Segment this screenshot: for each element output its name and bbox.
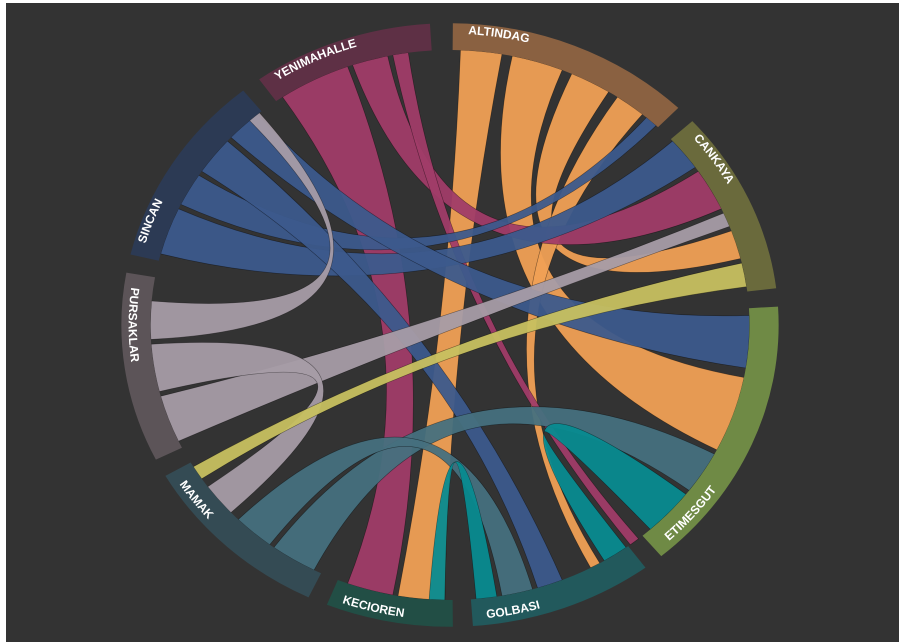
chord-diagram: ALTINDAGCANKAYAETIMESGUTGOLBASIKECIORENM… [121, 23, 779, 627]
chord-golbasi-etimesgut [543, 423, 687, 562]
chord-altindag-etimesgut [500, 55, 745, 451]
segment-sincan[interactable] [130, 90, 262, 261]
chord-ribbons [150, 49, 750, 601]
chord-sincan-cankaya [160, 140, 696, 277]
chord-mamak-etimesgut [273, 406, 715, 571]
chord-diagram-stage: ALTINDAG CANKAYA ETIMESGUT GOLBASI KECIOREN M… [6, 3, 899, 642]
segment-yenimahalle[interactable] [259, 23, 432, 102]
chord-yenimahalle-cankaya [352, 55, 722, 245]
chord-segments [121, 23, 779, 627]
segment-golbasi[interactable] [470, 546, 646, 627]
chord-sincan-golbasi [201, 140, 563, 589]
segment-altindag[interactable] [452, 23, 679, 128]
segment-kecioren[interactable] [326, 580, 453, 627]
segment-cankaya[interactable] [670, 121, 777, 292]
segment-etimesgut[interactable] [642, 306, 779, 557]
chord-pursaklar-sincan [150, 112, 334, 340]
chord-sincan-etimesgut [230, 113, 750, 369]
chord-cankaya-mamak [192, 262, 747, 480]
segment-pursaklar[interactable] [121, 272, 182, 460]
segment-mamak[interactable] [165, 462, 322, 598]
segment-label-pursaklar: PURSAKLAR [126, 287, 143, 363]
